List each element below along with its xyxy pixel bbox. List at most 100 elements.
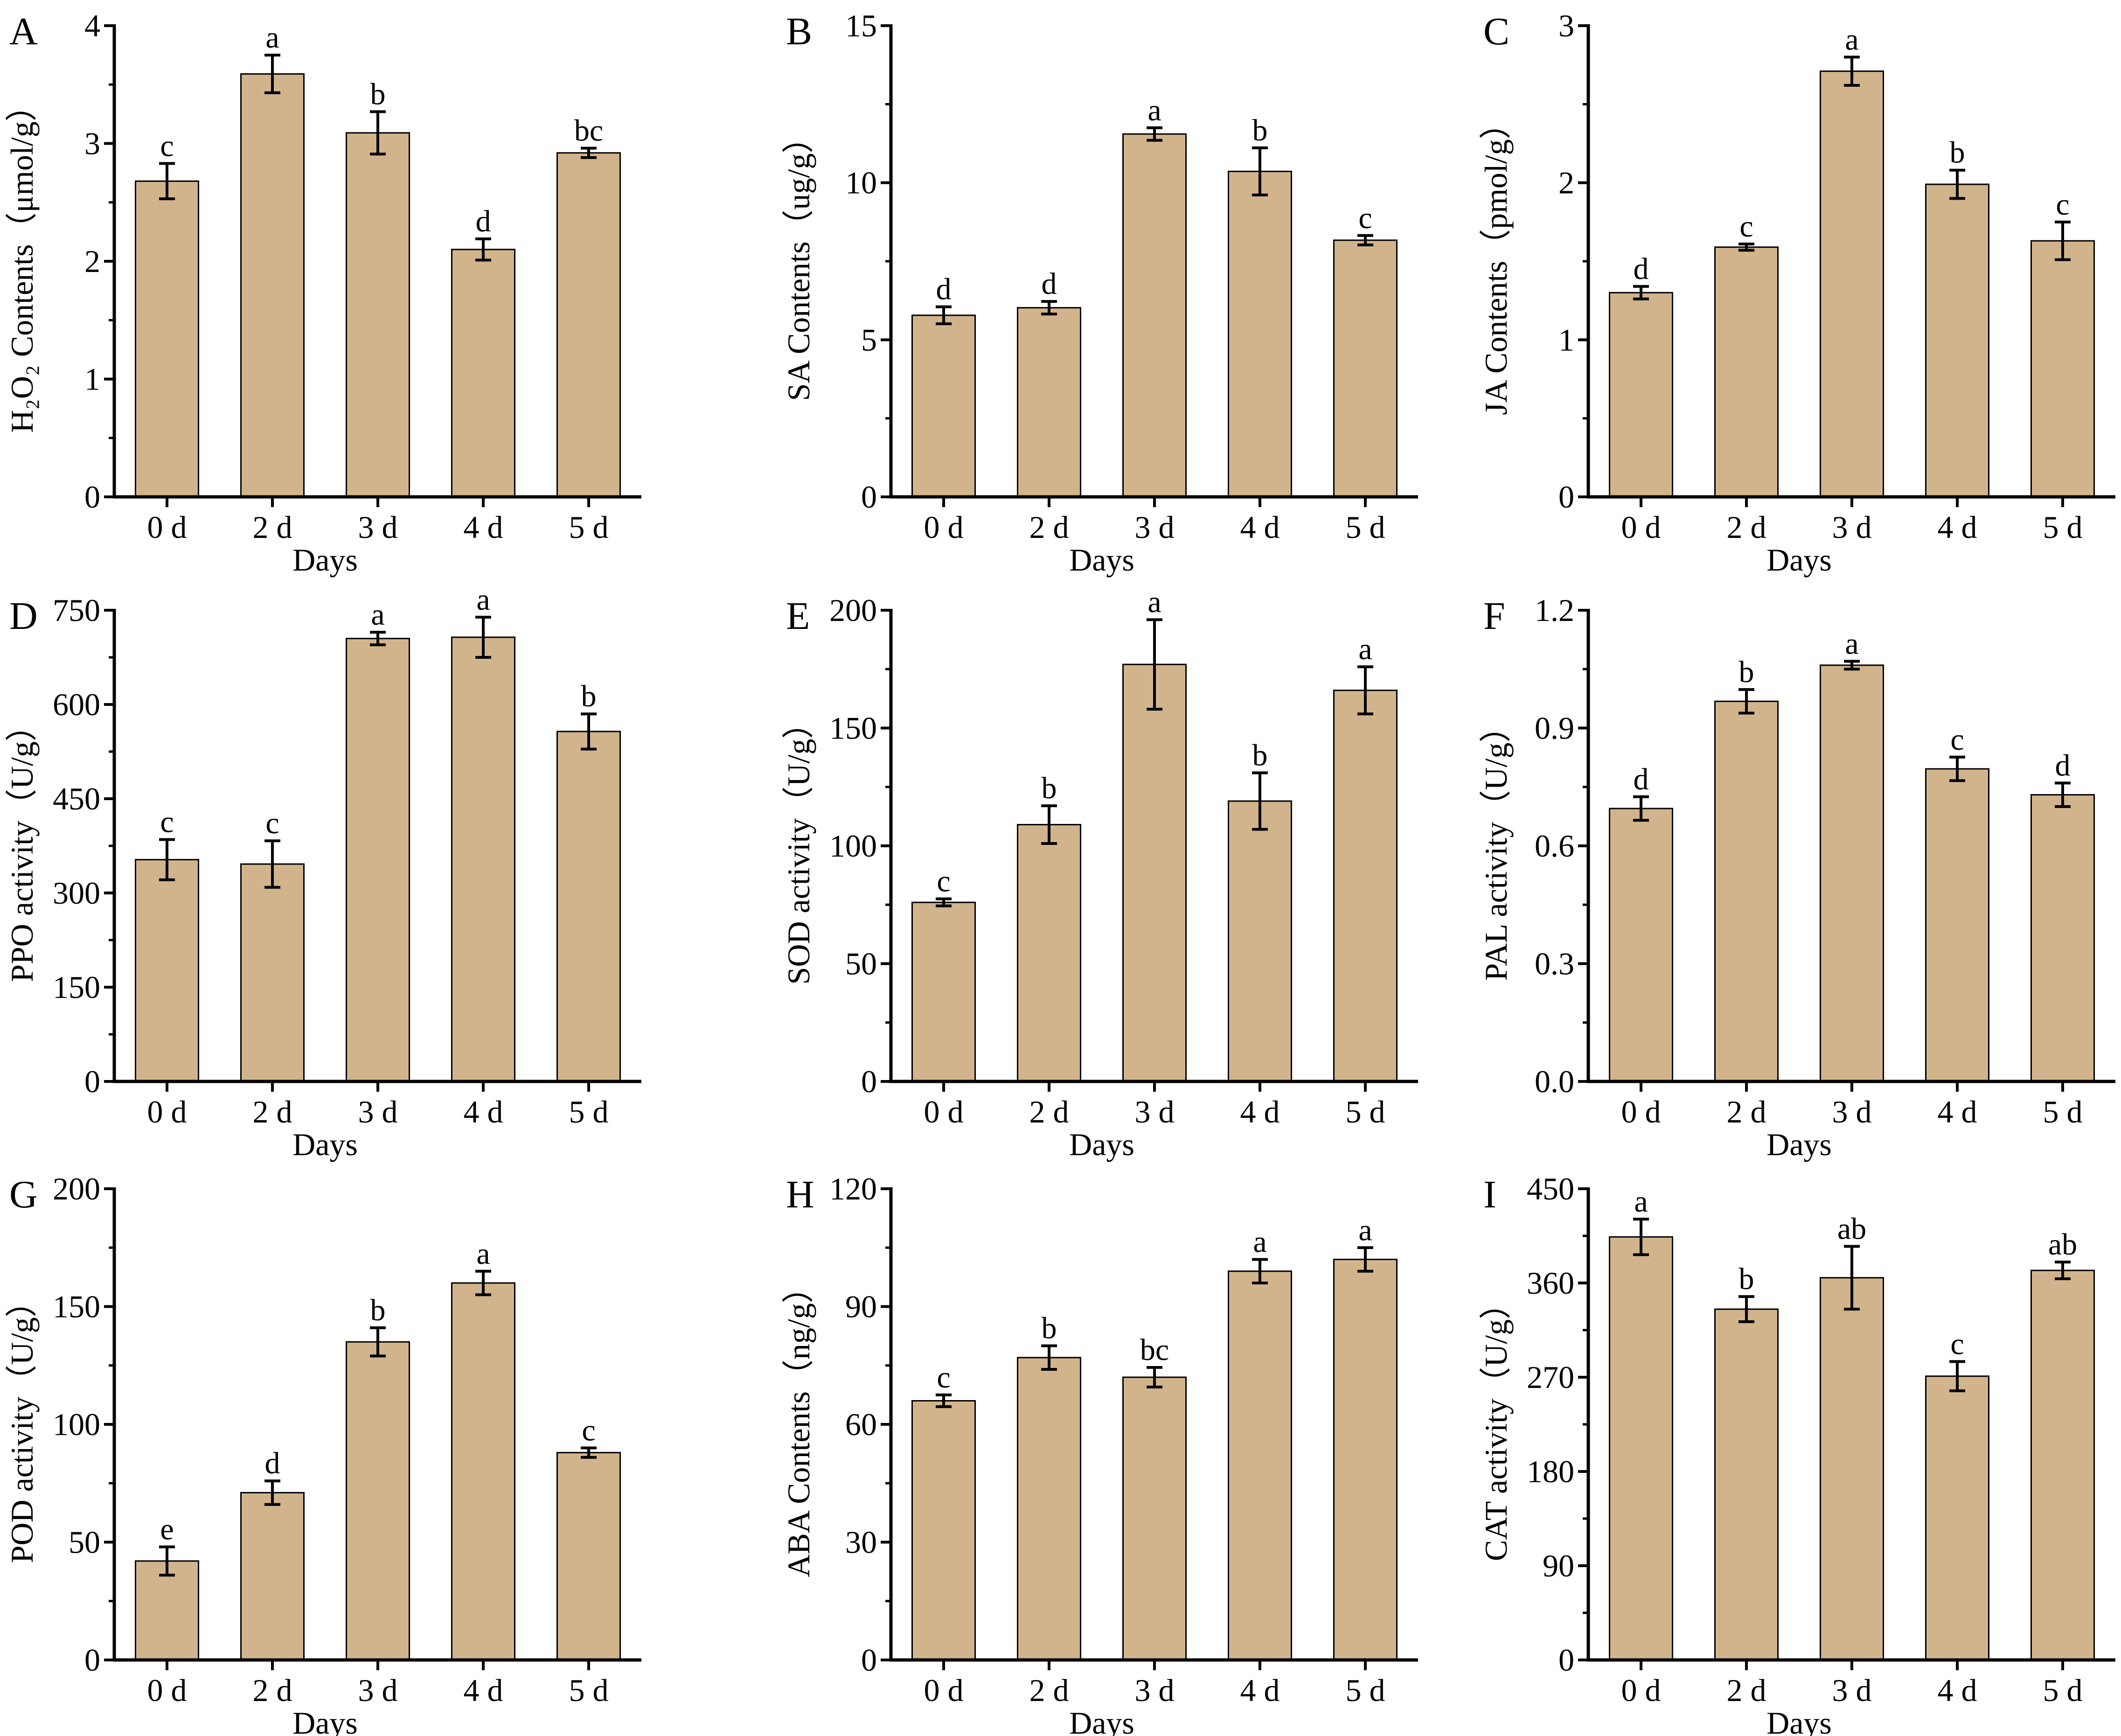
bar xyxy=(346,132,410,498)
y-tick-label: 3 xyxy=(84,126,100,161)
y-tick-label: 0 xyxy=(861,1642,877,1678)
y-axis-title: SOD activity（U/g） xyxy=(781,707,816,985)
y-axis-title: JA Contents（pmol/g） xyxy=(1478,107,1514,415)
significance-label: ab xyxy=(1837,1212,1866,1246)
x-axis-title: Days xyxy=(292,1705,358,1736)
x-tick-label: 4 d xyxy=(1240,509,1280,545)
panel-d: Dc 0 d c 2 d a 3 d a 4 d b 5 d 0 150 300 450 600 750 Day… xyxy=(4,583,641,1162)
x-tick-label: 3 d xyxy=(1832,1673,1872,1708)
significance-label: b xyxy=(1739,655,1754,689)
y-tick-label: 600 xyxy=(53,687,100,722)
y-tick-label: 100 xyxy=(53,1407,100,1442)
y-axis-title: PAL activity（U/g） xyxy=(1478,711,1514,981)
bar xyxy=(911,901,976,1082)
bar xyxy=(556,731,621,1082)
x-tick-label: 3 d xyxy=(358,509,398,545)
x-tick-label: 4 d xyxy=(1240,1094,1280,1129)
y-tick-label: 1 xyxy=(1558,322,1574,357)
x-tick-label: 3 d xyxy=(1832,1094,1872,1129)
y-tick-label: 1 xyxy=(84,362,100,397)
x-tick-label: 2 d xyxy=(1029,509,1069,545)
significance-label: c xyxy=(2056,188,2069,222)
y-tick-label: 30 xyxy=(845,1525,877,1560)
significance-label: bc xyxy=(1140,1333,1169,1367)
bar xyxy=(451,636,515,1082)
y-tick-label: 0 xyxy=(861,479,877,515)
panel-f: Fd 0 d b 2 d a 3 d c 4 d d 5 d 0.0 0.3 0.6 0.9 1.2 Days… xyxy=(1478,593,2115,1162)
significance-label: d xyxy=(936,272,952,307)
x-tick-label: 2 d xyxy=(1029,1673,1069,1708)
significance-label: b xyxy=(1252,738,1268,772)
significance-label: a xyxy=(1358,1213,1372,1247)
significance-label: d xyxy=(476,204,491,238)
significance-label: b xyxy=(1252,113,1268,147)
y-tick-label: 50 xyxy=(69,1525,100,1560)
x-tick-label: 4 d xyxy=(1240,1673,1280,1708)
panel-e: Ec 0 d b 2 d a 3 d b 4 d a 5 d 0 50 100 150 200 Days SOD… xyxy=(781,585,1418,1162)
y-tick-label: 360 xyxy=(1527,1265,1574,1301)
bar xyxy=(1333,1259,1398,1661)
y-tick-label: 150 xyxy=(53,1289,100,1325)
x-tick-label: 2 d xyxy=(253,1673,292,1708)
bar xyxy=(135,180,199,498)
significance-label: b xyxy=(370,77,386,111)
significance-label: d xyxy=(1634,762,1649,796)
bar xyxy=(911,1400,976,1661)
y-tick-label: 15 xyxy=(845,8,877,43)
y-tick-label: 5 xyxy=(861,322,877,357)
significance-label: a xyxy=(1634,1185,1648,1219)
bar xyxy=(1925,768,1989,1082)
significance-label: c xyxy=(1739,209,1753,244)
y-tick-label: 0 xyxy=(1558,1642,1574,1678)
significance-label: ab xyxy=(2048,1227,2077,1262)
y-tick-label: 120 xyxy=(829,1171,877,1206)
x-tick-label: 2 d xyxy=(1727,509,1766,545)
significance-label: a xyxy=(476,1237,490,1271)
y-tick-label: 50 xyxy=(845,946,877,982)
y-axis-title: POD activity（U/g） xyxy=(4,1286,40,1563)
y-axis-title: PPO activity（U/g） xyxy=(4,710,40,982)
bar xyxy=(1228,170,1292,498)
significance-label: b xyxy=(581,679,597,713)
bar xyxy=(1122,1376,1187,1661)
bar xyxy=(1609,1236,1673,1661)
x-tick-label: 0 d xyxy=(147,509,187,545)
bar xyxy=(135,859,199,1082)
panel-letter: I xyxy=(1483,1173,1496,1216)
bar xyxy=(1820,70,1884,498)
significance-label: a xyxy=(1253,1225,1266,1259)
y-tick-label: 3 xyxy=(1558,8,1574,43)
y-tick-label: 0.0 xyxy=(1535,1064,1574,1099)
y-tick-label: 60 xyxy=(845,1407,877,1442)
significance-label: a xyxy=(1845,22,1858,56)
x-tick-label: 0 d xyxy=(147,1094,187,1129)
bar xyxy=(2031,1269,2095,1661)
x-tick-label: 5 d xyxy=(2043,1094,2083,1129)
panel-letter: C xyxy=(1483,10,1509,53)
y-tick-label: 0.9 xyxy=(1535,711,1574,746)
significance-label: a xyxy=(1147,93,1161,127)
significance-label: c xyxy=(582,1414,595,1448)
panel-letter: B xyxy=(786,10,812,53)
y-tick-label: 90 xyxy=(845,1289,877,1325)
panel-letter: E xyxy=(786,594,810,638)
bar xyxy=(1714,246,1779,498)
significance-label: c xyxy=(160,805,174,839)
panel-letter: G xyxy=(9,1173,38,1216)
bar xyxy=(1122,663,1187,1082)
x-tick-label: 5 d xyxy=(2043,509,2083,545)
y-axis-title: CAT activity（U/g） xyxy=(1478,1288,1514,1561)
panel-letter: F xyxy=(1483,594,1505,638)
x-tick-label: 3 d xyxy=(1135,1673,1175,1708)
y-tick-label: 270 xyxy=(1527,1360,1574,1395)
bar xyxy=(1609,808,1673,1082)
significance-label: b xyxy=(1739,1262,1754,1296)
panel-b: Bd 0 d d 2 d a 3 d b 4 d c 5 d 0 5 10 15 Days SA Conten… xyxy=(781,8,1418,578)
significance-label: d xyxy=(1042,267,1057,301)
significance-label: a xyxy=(371,598,384,632)
x-tick-label: 3 d xyxy=(358,1094,398,1129)
bar xyxy=(346,1341,410,1661)
x-tick-label: 5 d xyxy=(569,509,609,545)
x-tick-label: 0 d xyxy=(924,1094,964,1129)
y-tick-label: 150 xyxy=(829,711,877,746)
